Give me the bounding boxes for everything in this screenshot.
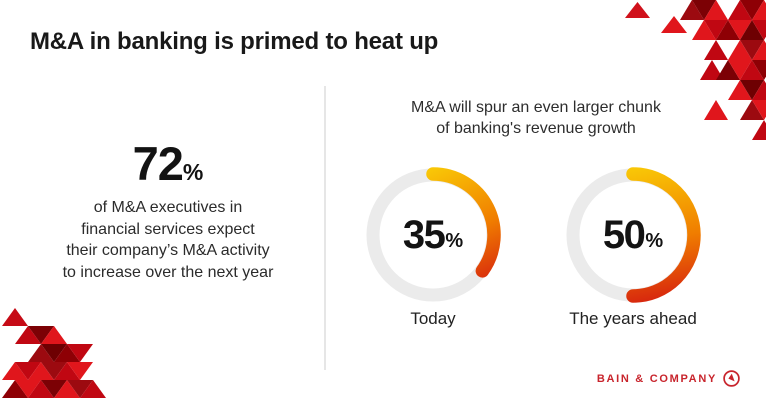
logo-wordmark: BAIN & COMPANY — [596, 372, 717, 385]
gauge-number: 50 — [602, 212, 646, 257]
gauge-percent-sign: % — [645, 230, 664, 252]
gauge-number: 35 — [402, 212, 446, 257]
gauge-value: 50 % — [563, 165, 703, 305]
stat-description-line: their company’s M&A activity — [66, 242, 270, 259]
gauge-label-years-ahead: The years ahead — [569, 309, 697, 328]
right-heading-line: M&A will spur an even larger chunk — [411, 99, 661, 116]
donut-gauge-today: 35 % — [363, 165, 503, 305]
triangle-mosaic-bottom-left-decoration — [2, 308, 106, 398]
stat-number: 72 — [132, 137, 184, 190]
gauge-label-today: Today — [410, 309, 456, 328]
stat-description-line: of M&A executives in — [93, 199, 243, 216]
donut-gauge-years-ahead-chart — [566, 167, 701, 303]
bain-company-logo: BAIN & COMPANY — [597, 370, 740, 387]
stat-percent-sign: % — [182, 159, 204, 185]
stat-description-line: financial services expect — [81, 220, 255, 238]
donut-gauge-today-chart — [366, 167, 501, 302]
vertical-divider — [324, 86, 326, 370]
stat-description: of M&A executives in financial services … — [36, 197, 300, 283]
gauge-arc — [426, 167, 501, 278]
gauge-percent-sign: % — [445, 230, 464, 252]
right-section-heading: M&A will spur an even larger chunk of ba… — [346, 97, 726, 139]
left-stat-block: 72% of M&A executives in financial servi… — [36, 140, 300, 283]
stat-description-line: to increase over the next year — [62, 263, 274, 281]
right-heading-line: of banking's revenue growth — [436, 120, 636, 137]
triangle-mosaic-top-right-decoration — [625, 0, 766, 140]
donut-gauge-years-ahead: 50 % — [563, 165, 703, 305]
gauge-value: 35 % — [363, 165, 503, 305]
bain-compass-icon — [723, 370, 740, 387]
stat-value: 72% — [36, 140, 300, 187]
page-title: M&A in banking is primed to heat up — [30, 28, 439, 55]
gauge-arc — [626, 167, 701, 303]
